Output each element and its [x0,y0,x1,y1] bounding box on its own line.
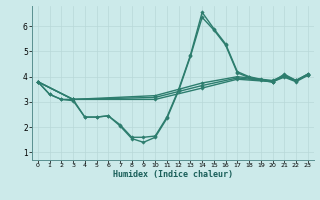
X-axis label: Humidex (Indice chaleur): Humidex (Indice chaleur) [113,170,233,179]
